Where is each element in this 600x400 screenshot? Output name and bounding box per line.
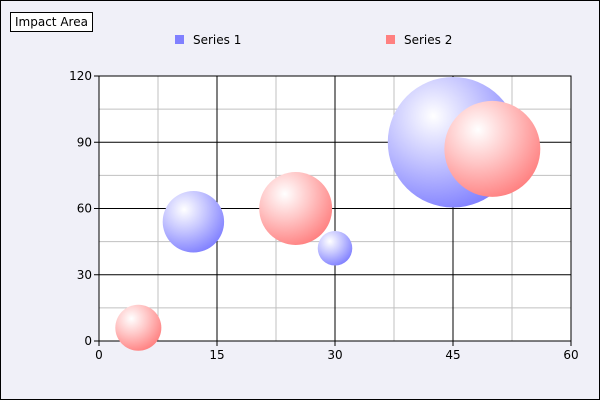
x-tick-label: 15 bbox=[209, 348, 224, 362]
legend: Series 1 Series 2 bbox=[175, 33, 452, 47]
x-tick-label: 45 bbox=[445, 348, 460, 362]
bubble-series-1[interactable] bbox=[162, 191, 225, 253]
bubble-series-2[interactable] bbox=[259, 172, 333, 245]
y-tick-label: 0 bbox=[84, 334, 92, 348]
bubble-series-1[interactable] bbox=[317, 230, 353, 266]
bubble-series-2[interactable] bbox=[115, 304, 162, 351]
bubbles bbox=[115, 77, 541, 351]
y-tick-label: 90 bbox=[77, 135, 92, 149]
x-axis: 0 15 30 45 60 bbox=[95, 340, 579, 362]
x-tick-label: 60 bbox=[563, 348, 578, 362]
x-tick-label: 0 bbox=[95, 348, 103, 362]
x-tick-label: 30 bbox=[327, 348, 342, 362]
legend-label-series-2: Series 2 bbox=[404, 33, 452, 47]
impact-area-label: Impact Area bbox=[10, 12, 93, 32]
legend-swatch-series-1 bbox=[175, 35, 184, 44]
y-tick-label: 60 bbox=[77, 202, 92, 216]
y-tick-label: 120 bbox=[69, 69, 92, 83]
legend-swatch-series-2 bbox=[386, 35, 395, 44]
bubble-series-2[interactable] bbox=[444, 100, 541, 197]
y-tick-label: 30 bbox=[77, 268, 92, 282]
legend-label-series-1: Series 1 bbox=[193, 33, 241, 47]
y-axis: 0 30 60 90 120 bbox=[69, 69, 100, 348]
